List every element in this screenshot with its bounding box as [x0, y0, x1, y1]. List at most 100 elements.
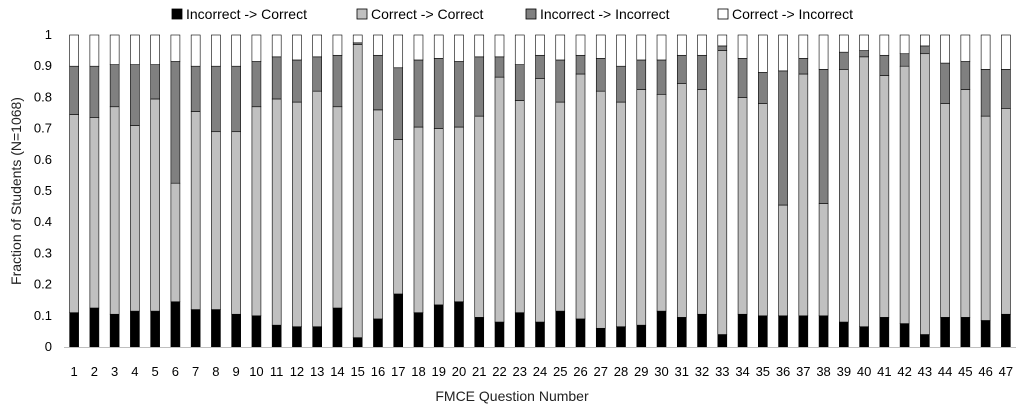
bar-segment: Correct -> Incorrect: 0.055 [839, 34, 849, 53]
bar-segment: Incorrect -> Incorrect: 0.11 [312, 56, 322, 92]
bar-segment: Incorrect -> Correct: 0.03 [352, 337, 363, 348]
bar-stack: Incorrect -> Correct: 0.07Correct -> Cor… [636, 34, 647, 348]
bar-segment: Incorrect -> Incorrect: 0.135 [292, 59, 302, 103]
bar-segment: Incorrect -> Incorrect: 0.015 [717, 45, 728, 51]
x-tick-label: 41 [877, 364, 891, 379]
bar-segment: Correct -> Incorrect: 0.065 [879, 34, 890, 56]
bar-segment: Correct -> Correct: 0.61 [89, 117, 100, 309]
bar-segment: Correct -> Correct: 0.355 [778, 204, 788, 317]
legend-swatch [356, 8, 368, 20]
bar-segment: Incorrect -> Incorrect: 0.15 [980, 69, 991, 117]
bar-stack: Incorrect -> Correct: 0.11Correct -> Cor… [514, 34, 525, 348]
bar-segment: Incorrect -> Incorrect: 0.105 [595, 58, 606, 92]
bar-segment: Correct -> Correct: 0.75 [676, 83, 687, 318]
bar-segment: Incorrect -> Incorrect: 0.11 [656, 59, 667, 95]
x-tick-label: 34 [735, 364, 749, 379]
bar-segment: Incorrect -> Incorrect: 0.06 [575, 54, 586, 75]
bar-stack: Incorrect -> Correct: 0.125Correct -> Co… [89, 34, 100, 348]
bar-segment: Correct -> Correct: 0.67 [555, 101, 566, 312]
bar-segment: Incorrect -> Correct: 0.07 [636, 324, 647, 348]
bar-segment: Incorrect -> Incorrect: 0.115 [514, 64, 525, 101]
bar-segment: Correct -> Incorrect: 0.095 [514, 34, 525, 65]
bar-segment: Correct -> Incorrect: 0.1 [211, 34, 221, 67]
y-tick-label: 0.1 [34, 308, 52, 323]
bar-segment: Incorrect -> Correct: 0.125 [89, 307, 100, 348]
x-tick-label: 31 [675, 364, 689, 379]
x-tick-label: 39 [837, 364, 851, 379]
legend: Incorrect -> Correct Correct -> Correct In… [171, 6, 853, 22]
bar-segment: Correct -> Incorrect: 0.065 [575, 34, 586, 56]
bar-segment: Incorrect -> Incorrect: 0.21 [211, 65, 221, 133]
bar-segment: Correct -> Correct: 0.78 [535, 78, 545, 323]
x-tick-label: 44 [938, 364, 952, 379]
bar-segment: Correct -> Incorrect: 0.08 [292, 34, 302, 61]
bar-stack: Incorrect -> Correct: 0.12Correct -> Cor… [190, 34, 201, 348]
x-tick-label: 18 [411, 364, 425, 379]
bar-segment: Incorrect -> Correct: 0.1 [818, 315, 829, 348]
bar-segment: Correct -> Correct: 0.755 [312, 90, 322, 328]
bar-segment: Incorrect -> Correct: 0.1 [778, 315, 788, 348]
bar-segment: Incorrect -> Correct: 0.125 [332, 307, 343, 348]
bar-segment: Incorrect -> Correct: 0.095 [474, 317, 485, 348]
y-tick-label: 0.3 [34, 245, 52, 260]
bar-stack: Incorrect -> Correct: 0.065Correct -> Co… [859, 34, 869, 348]
bar-segment: Incorrect -> Incorrect: 0.225 [433, 58, 444, 129]
bar-segment: Correct -> Incorrect: 0.095 [130, 34, 140, 65]
x-tick-label: 21 [472, 364, 486, 379]
bar-segment: Correct -> Correct: 0.81 [839, 69, 849, 323]
bar-segment: Correct -> Correct: 0.865 [859, 56, 869, 328]
bar-stack: Incorrect -> Correct: 0.09Correct -> Cor… [373, 34, 383, 348]
bar-stack: Incorrect -> Correct: 0.1Correct -> Corr… [798, 34, 809, 348]
bar-segment: Incorrect -> Correct: 0.06 [595, 327, 606, 348]
bar-segment: Correct -> Incorrect: 0.1 [190, 34, 201, 67]
legend-item: Correct -> Incorrect [717, 6, 853, 22]
bar-stack: Incorrect -> Correct: 0.095Correct -> Co… [879, 34, 890, 348]
bar-segment: Correct -> Incorrect: 0.065 [373, 34, 383, 56]
bar-segment: Correct -> Correct: 0.565 [433, 128, 444, 306]
bar-segment: Incorrect -> Incorrect: 0.065 [879, 54, 890, 76]
bar-segment: Correct -> Correct: 0.635 [69, 114, 79, 313]
bar-stack: Incorrect -> Correct: 0.115Correct -> Co… [555, 34, 566, 348]
x-tick-label: 15 [350, 364, 364, 379]
bar-stack: Incorrect -> Correct: 0.08Correct -> Cor… [535, 34, 545, 348]
bar-stack: Incorrect -> Correct: 0.105Correct -> Co… [697, 34, 707, 348]
x-tick-label: 10 [249, 364, 263, 379]
bar-segment: Correct -> Correct: 0.9 [920, 53, 930, 335]
bar-segment: Correct -> Incorrect: 0.11 [818, 34, 829, 70]
bar-stack: Incorrect -> Correct: 0.145Correct -> Co… [454, 34, 464, 348]
legend-item: Incorrect -> Incorrect [525, 6, 670, 22]
bar-segment: Correct -> Correct: 0.775 [798, 73, 809, 317]
bar-segment: Incorrect -> Incorrect: 0.165 [332, 54, 343, 108]
bar-segment: Correct -> Correct: 0.72 [292, 101, 302, 328]
bar-stack: Incorrect -> Correct: 0.07Correct -> Cor… [271, 34, 282, 348]
x-tick-label: 12 [290, 364, 304, 379]
bar-stack: Incorrect -> Correct: 0.11Correct -> Cor… [69, 34, 79, 348]
y-tick-label: 0.5 [34, 183, 52, 198]
bar-segment: Correct -> Incorrect: 0.105 [393, 34, 404, 69]
x-tick-label: 17 [391, 364, 405, 379]
bar-stack: Incorrect -> Correct: 0.145Correct -> Co… [170, 34, 181, 348]
bar-stack: Incorrect -> Correct: 0.115Correct -> Co… [656, 34, 667, 348]
x-tick-label: 32 [695, 364, 709, 379]
y-axis: 0 0.1 0.2 0.3 0.4 0.5 0.6 0.7 0.8 0.9 1 [34, 27, 1016, 354]
bar-segment: Incorrect -> Incorrect: 0.115 [616, 65, 626, 103]
bar-segment: Correct -> Correct: 0.725 [271, 98, 282, 326]
bar-segment: Correct -> Incorrect: 0.085 [454, 34, 464, 62]
bar-segment: Correct -> Incorrect: 0.07 [474, 34, 485, 58]
bar-segment: Incorrect -> Correct: 0.095 [676, 317, 687, 348]
bar-segment: Correct -> Incorrect: 0.1 [69, 34, 79, 67]
bar-segment: Correct -> Correct: 0.595 [413, 126, 424, 313]
bar-segment: Incorrect -> Incorrect: 0.19 [474, 56, 485, 117]
bar-segment: Correct -> Incorrect: 0.025 [352, 34, 363, 44]
bar-segment: Correct -> Incorrect: 0.1 [616, 34, 626, 67]
bar-segment: Incorrect -> Correct: 0.135 [433, 304, 444, 348]
bar-segment: Correct -> Incorrect: 0.075 [798, 34, 809, 59]
bar-segment: Incorrect -> Incorrect: 0.195 [130, 64, 140, 126]
bar-segment: Correct -> Incorrect: 0.05 [859, 34, 869, 51]
bar-stack: Incorrect -> Correct: 0.04Correct -> Cor… [717, 34, 728, 348]
bar-segment: Correct -> Incorrect: 0.095 [150, 34, 160, 65]
bar-segment: Correct -> Incorrect: 0.085 [170, 34, 181, 62]
bar-segment: Correct -> Correct: 0.595 [130, 125, 140, 312]
bar-segment: Incorrect -> Correct: 0.1 [758, 315, 768, 348]
